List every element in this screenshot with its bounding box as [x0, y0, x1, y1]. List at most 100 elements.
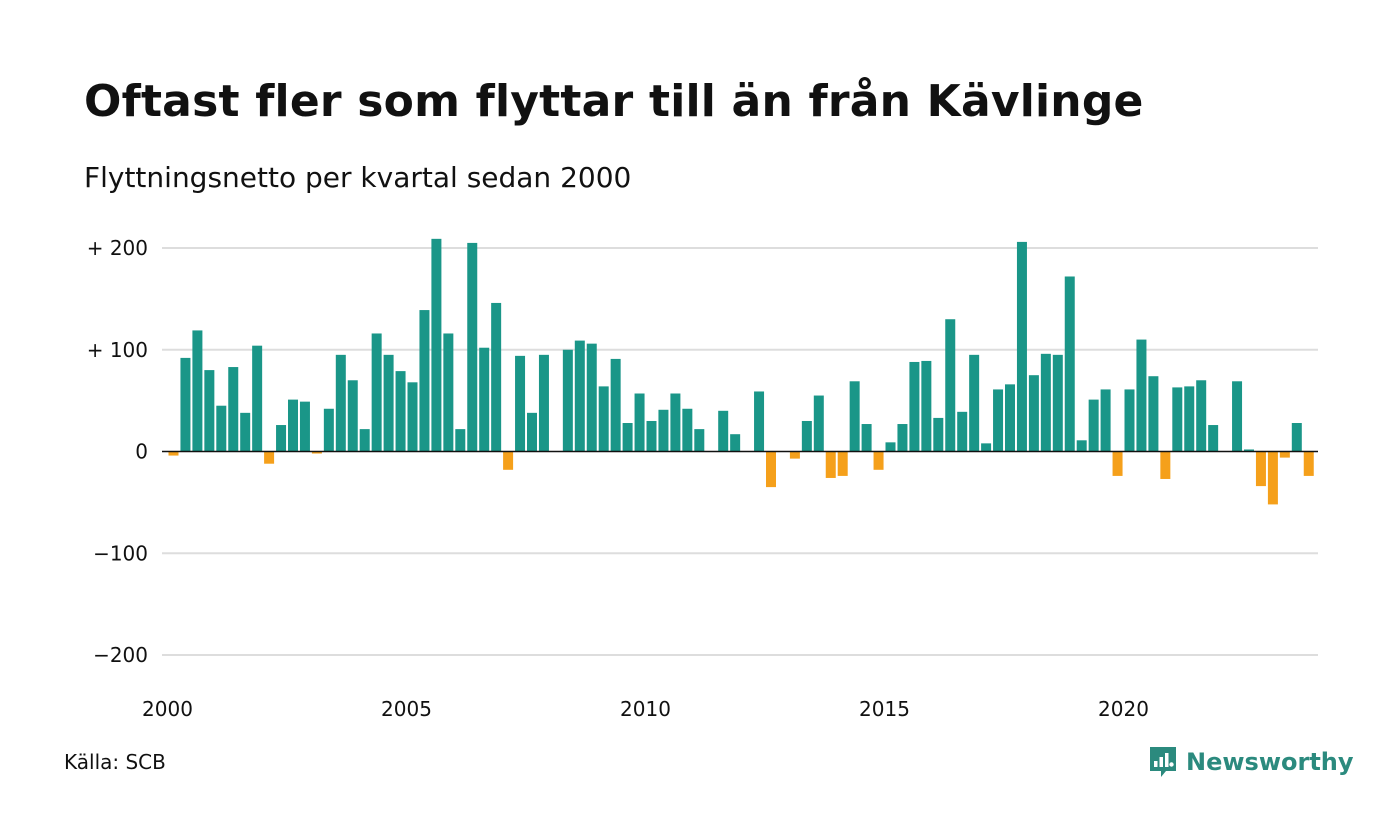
- bar-2022-Q3: [1244, 449, 1254, 452]
- bar-2020-Q4: [1160, 451, 1171, 479]
- bar-2021-Q3: [1196, 380, 1207, 452]
- bar-2015-Q1: [885, 442, 896, 452]
- x-tick-label: 2000: [142, 697, 193, 721]
- grid-lines: [162, 247, 1318, 656]
- bar-2001-Q3: [240, 412, 251, 452]
- bar-2013-Q2: [801, 420, 812, 452]
- bar-2017-Q1: [981, 443, 992, 452]
- bar-2014-Q3: [861, 424, 872, 452]
- bar-2021-Q4: [1208, 425, 1219, 452]
- bar-2014-Q2: [849, 381, 860, 452]
- bar-2002-Q2: [276, 425, 287, 452]
- bar-2009-Q2: [610, 358, 621, 452]
- bar-2004-Q2: [371, 333, 382, 452]
- bar-2000-Q1: [168, 451, 179, 456]
- bars: [168, 238, 1314, 505]
- bar-2019-Q2: [1088, 399, 1099, 452]
- bar-2009-Q4: [634, 393, 645, 452]
- bar-2010-Q2: [658, 409, 669, 452]
- bar-2016-Q1: [933, 417, 944, 452]
- bar-2022-Q2: [1232, 381, 1243, 452]
- bar-2016-Q3: [957, 411, 968, 452]
- bar-2005-Q2: [419, 310, 430, 452]
- bar-2009-Q1: [598, 386, 609, 452]
- bar-2008-Q4: [586, 343, 597, 452]
- bar-2006-Q1: [455, 429, 466, 452]
- bar-2006-Q4: [491, 302, 502, 452]
- bar-2016-Q4: [969, 354, 980, 452]
- bar-2013-Q1: [789, 451, 800, 459]
- bar-2010-Q1: [646, 420, 657, 452]
- chart-subtitle: Flyttningsnetto per kvartal sedan 2000: [84, 161, 632, 194]
- bar-2005-Q4: [443, 333, 454, 452]
- bar-2014-Q4: [873, 451, 884, 470]
- bar-2001-Q4: [252, 345, 263, 452]
- bar-2008-Q2: [562, 349, 573, 452]
- bar-2021-Q1: [1172, 387, 1183, 452]
- bar-2018-Q2: [1040, 353, 1051, 452]
- bar-2003-Q1: [311, 451, 322, 454]
- bar-2017-Q2: [993, 389, 1004, 452]
- x-tick-label: 2005: [381, 697, 432, 721]
- bar-2007-Q1: [503, 451, 514, 470]
- bar-2010-Q4: [682, 408, 693, 452]
- bar-2000-Q3: [192, 330, 203, 452]
- y-tick-label: + 100: [87, 338, 148, 362]
- bar-2006-Q2: [467, 242, 478, 452]
- x-tick-label: 2020: [1098, 697, 1149, 721]
- bar-2002-Q1: [264, 451, 275, 464]
- bar-2015-Q2: [897, 424, 908, 452]
- bar-2002-Q4: [299, 401, 310, 452]
- bar-2021-Q2: [1184, 386, 1195, 452]
- bar-2019-Q4: [1112, 451, 1123, 476]
- bar-2011-Q3: [718, 410, 729, 452]
- bar-2001-Q2: [228, 367, 239, 452]
- bar-2023-Q1: [1267, 451, 1278, 505]
- bar-2020-Q3: [1148, 376, 1159, 452]
- bar-2011-Q1: [694, 429, 705, 452]
- bar-2018-Q3: [1052, 354, 1063, 452]
- y-tick-label: −200: [93, 643, 148, 667]
- bar-2007-Q4: [538, 354, 549, 452]
- bar-2001-Q1: [216, 405, 227, 452]
- bar-2013-Q3: [813, 395, 824, 452]
- bar-2017-Q3: [1005, 384, 1015, 452]
- bar-2005-Q3: [431, 238, 442, 452]
- bar-2005-Q1: [407, 382, 418, 452]
- y-tick-labels: + 200 + 100 0 −100 −200: [87, 236, 148, 667]
- y-tick-label: + 200: [87, 236, 148, 260]
- bar-2018-Q4: [1064, 276, 1075, 452]
- x-tick-label: 2010: [620, 697, 671, 721]
- bar-2022-Q4: [1255, 451, 1266, 487]
- bar-2020-Q1: [1124, 389, 1135, 452]
- bar-2015-Q3: [909, 361, 920, 452]
- x-tick-label: 2015: [859, 697, 910, 721]
- bar-2006-Q3: [479, 347, 490, 452]
- bar-2002-Q3: [288, 399, 298, 452]
- source-note: Källa: SCB: [64, 750, 166, 774]
- bar-2009-Q3: [622, 423, 633, 452]
- bar-2011-Q4: [730, 434, 741, 452]
- bar-2023-Q2: [1279, 451, 1290, 458]
- bar-2000-Q4: [204, 370, 215, 452]
- chart-title: Oftast fler som flyttar till än från Käv…: [84, 76, 1144, 127]
- bar-2020-Q2: [1136, 339, 1147, 452]
- bar-2023-Q3: [1291, 423, 1302, 452]
- bar-2015-Q4: [921, 360, 932, 452]
- bar-2003-Q4: [347, 380, 358, 452]
- bar-2003-Q3: [335, 354, 346, 452]
- bar-2012-Q2: [754, 391, 765, 452]
- brand-name: Newsworthy: [1186, 748, 1354, 776]
- bar-2007-Q3: [527, 412, 537, 452]
- bar-2016-Q2: [945, 319, 956, 452]
- bar-2004-Q3: [383, 354, 394, 452]
- bar-2018-Q1: [1028, 375, 1039, 452]
- bar-2007-Q2: [515, 355, 526, 452]
- bar-2014-Q1: [837, 451, 848, 476]
- x-tick-labels: 2000 2005 2010 2015 2020: [142, 697, 1149, 721]
- y-tick-label: 0: [135, 440, 148, 464]
- bar-2004-Q4: [395, 371, 406, 452]
- bar-2000-Q2: [180, 357, 191, 452]
- bar-2013-Q4: [825, 451, 836, 478]
